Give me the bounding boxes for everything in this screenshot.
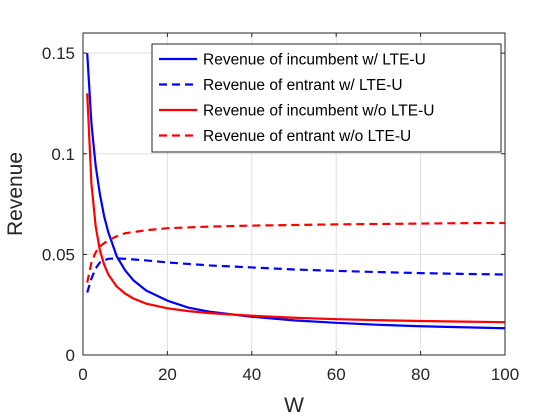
- series-lines: [86, 53, 506, 330]
- series-line-2: [86, 257, 506, 293]
- legend-label: Revenue of incumbent w/ LTE-U: [203, 52, 426, 69]
- legend-label: Revenue of entrant w/o LTE-U: [203, 128, 411, 145]
- series-line-3: [86, 93, 506, 324]
- series-line-4: [86, 221, 506, 283]
- legend-box: [151, 43, 502, 153]
- series-line-1: [86, 53, 506, 330]
- legend-label: Revenue of incumbent w/o LTE-U: [203, 103, 434, 120]
- plot-frame: [82, 32, 506, 356]
- y-axis-label: Revenue: [4, 152, 27, 236]
- x-tick-label: 80: [411, 365, 430, 384]
- y-tick-label: 0.05: [42, 245, 75, 264]
- y-tick-label: 0.15: [42, 44, 75, 63]
- x-axis-label: W: [284, 394, 304, 417]
- x-tick-label: 40: [242, 365, 261, 384]
- x-tick-label: 100: [491, 365, 519, 384]
- x-tick-label: 20: [158, 365, 177, 384]
- y-tick-label: 0: [66, 346, 75, 365]
- legend-label: Revenue of entrant w/ LTE-U: [203, 77, 403, 94]
- x-tick-label: 0: [78, 365, 87, 384]
- axis-ticks: 0 20 40 60 80 100 0 0.05 0.1 0.15: [42, 33, 519, 384]
- legend: Revenue of incumbent w/ LTE-U Revenue of …: [151, 43, 502, 153]
- x-tick-label: 60: [327, 365, 346, 384]
- y-tick-label: 0.1: [51, 145, 75, 164]
